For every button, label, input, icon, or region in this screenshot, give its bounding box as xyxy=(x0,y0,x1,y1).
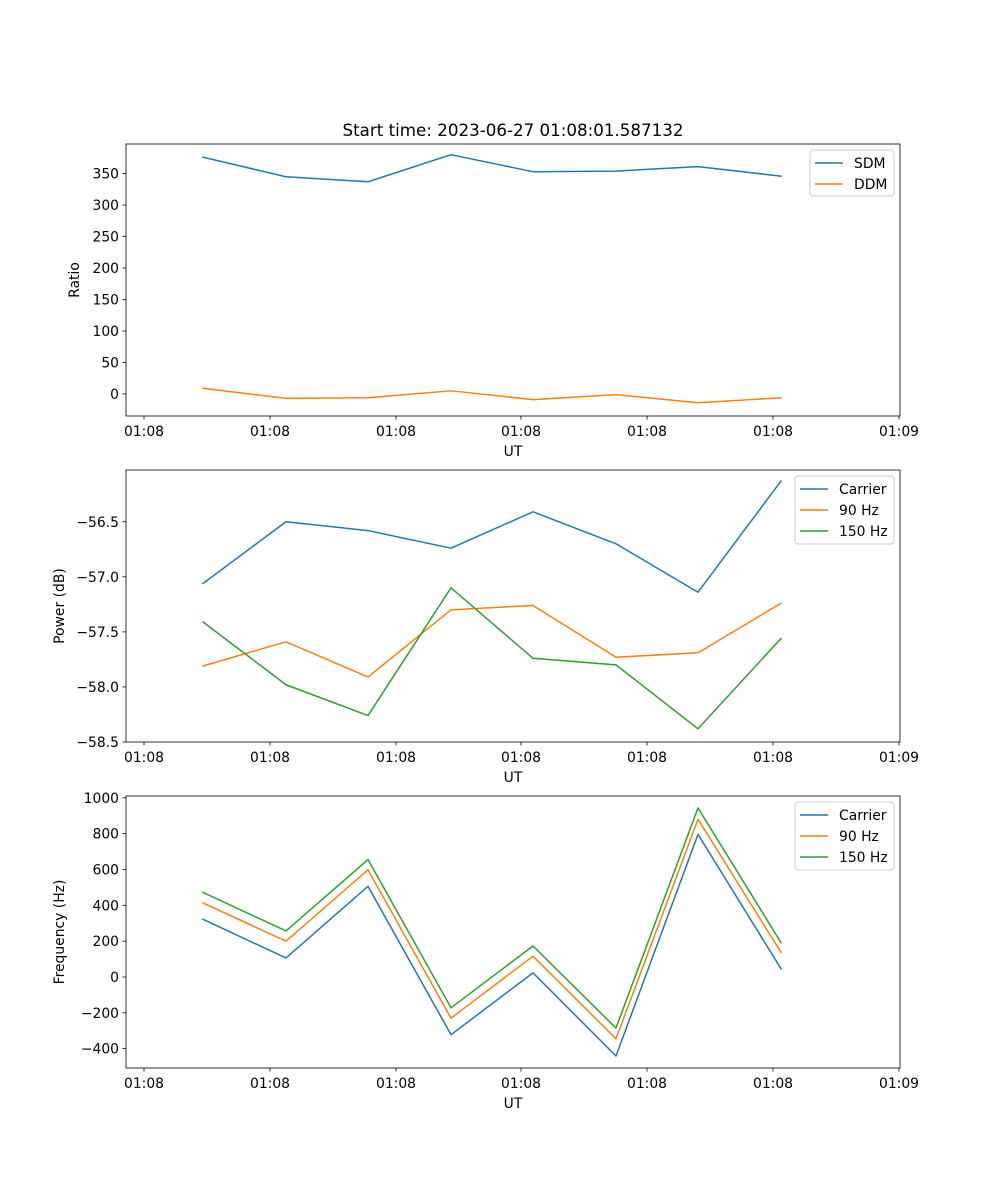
y-tick-label: 100 xyxy=(92,324,119,340)
series-line-90-hz xyxy=(202,602,783,678)
y-tick-label: −58.5 xyxy=(76,735,119,751)
y-tick-label: 400 xyxy=(92,898,119,914)
legend-label: 90 Hz xyxy=(839,829,879,845)
y-tick-label: 800 xyxy=(92,827,119,843)
panel-1: 01:08 01:08 01:08 01:08 01:08 01:08 01:09 0 50 10… xyxy=(67,120,919,460)
y-tick-label: 150 xyxy=(92,293,119,309)
y-tick-label: 200 xyxy=(92,934,119,950)
x-tick-label: 01:08 xyxy=(501,1076,541,1092)
legend: Carrier 90 Hz 150 Hz xyxy=(794,801,895,871)
legend-box xyxy=(794,475,895,545)
y-tick-label: 50 xyxy=(101,355,119,371)
y-tick-label: 0 xyxy=(110,970,119,986)
series-line-150-hz xyxy=(202,807,783,1029)
y-tick-label: 1000 xyxy=(84,791,119,807)
legend-label: 150 Hz xyxy=(839,524,888,540)
x-tick-label: 01:08 xyxy=(627,424,667,440)
series-line-sdm xyxy=(202,153,782,183)
axes-frame xyxy=(125,143,901,417)
x-tick-label: 01:08 xyxy=(753,1076,793,1092)
y-tick-label: 200 xyxy=(92,261,119,277)
x-tick-label: 01:08 xyxy=(753,424,793,440)
x-tick-label: 01:08 xyxy=(250,1076,290,1092)
legend-box xyxy=(794,801,895,871)
y-tick-label: −57.5 xyxy=(76,625,119,641)
series-line-carrier xyxy=(202,833,783,1057)
x-axis-label: UT xyxy=(504,770,523,786)
x-tick-label: 01:08 xyxy=(376,750,416,766)
axes-frame xyxy=(125,469,901,743)
y-tick-label: 0 xyxy=(110,387,119,403)
x-tick-label: 01:08 xyxy=(124,1076,164,1092)
panel-2: 01:08 01:08 01:08 01:08 01:08 01:08 01:09 −58.5… xyxy=(52,469,919,786)
x-tick-label: 01:08 xyxy=(124,424,164,440)
series-line-ddm xyxy=(202,387,782,404)
y-tick-label: 600 xyxy=(92,862,119,878)
y-tick-label: −400 xyxy=(81,1042,119,1058)
legend: Carrier 90 Hz 150 Hz xyxy=(794,475,895,545)
x-axis-label: UT xyxy=(504,1096,523,1112)
legend-label: 150 Hz xyxy=(839,850,888,866)
x-tick-label: 01:08 xyxy=(501,750,541,766)
x-tick-label: 01:09 xyxy=(879,750,919,766)
legend-label: SDM xyxy=(854,156,886,172)
y-axis-label: Frequency (Hz) xyxy=(52,880,68,985)
x-axis-label: UT xyxy=(504,444,523,460)
legend-label: Carrier xyxy=(839,808,887,824)
series-line-90-hz xyxy=(202,818,783,1040)
axes-frame xyxy=(125,795,901,1069)
panel-3: 01:08 01:08 01:08 01:08 01:08 01:08 01:09 −400 −… xyxy=(52,791,919,1112)
y-tick-label: 300 xyxy=(92,198,119,214)
y-tick-label: −57.0 xyxy=(76,570,119,586)
series-line-150-hz xyxy=(201,587,783,730)
x-tick-label: 01:08 xyxy=(627,750,667,766)
y-tick-label: −58.0 xyxy=(76,680,119,696)
x-tick-label: 01:08 xyxy=(376,424,416,440)
x-tick-label: 01:08 xyxy=(124,750,164,766)
x-tick-label: 01:08 xyxy=(376,1076,416,1092)
y-axis-label: Power (dB) xyxy=(52,568,68,644)
legend-label: Carrier xyxy=(839,482,887,498)
y-tick-label: 250 xyxy=(92,230,119,246)
x-tick-label: 01:08 xyxy=(501,424,541,440)
y-tick-label: −56.5 xyxy=(76,515,119,531)
y-tick-label: −200 xyxy=(81,1006,119,1022)
legend: SDM DDM xyxy=(809,149,895,197)
chart-title: Start time: 2023-06-27 01:08:01.587132 xyxy=(343,120,684,140)
x-tick-label: 01:08 xyxy=(250,424,290,440)
legend-label: DDM xyxy=(854,177,887,193)
x-tick-label: 01:08 xyxy=(753,750,793,766)
series-line-carrier xyxy=(201,479,783,593)
x-tick-label: 01:09 xyxy=(879,424,919,440)
x-tick-label: 01:08 xyxy=(250,750,290,766)
x-tick-label: 01:09 xyxy=(879,1076,919,1092)
x-tick-label: 01:08 xyxy=(627,1076,667,1092)
legend-label: 90 Hz xyxy=(839,503,879,519)
y-axis-label: Ratio xyxy=(67,262,83,298)
y-tick-label: 350 xyxy=(92,167,119,183)
